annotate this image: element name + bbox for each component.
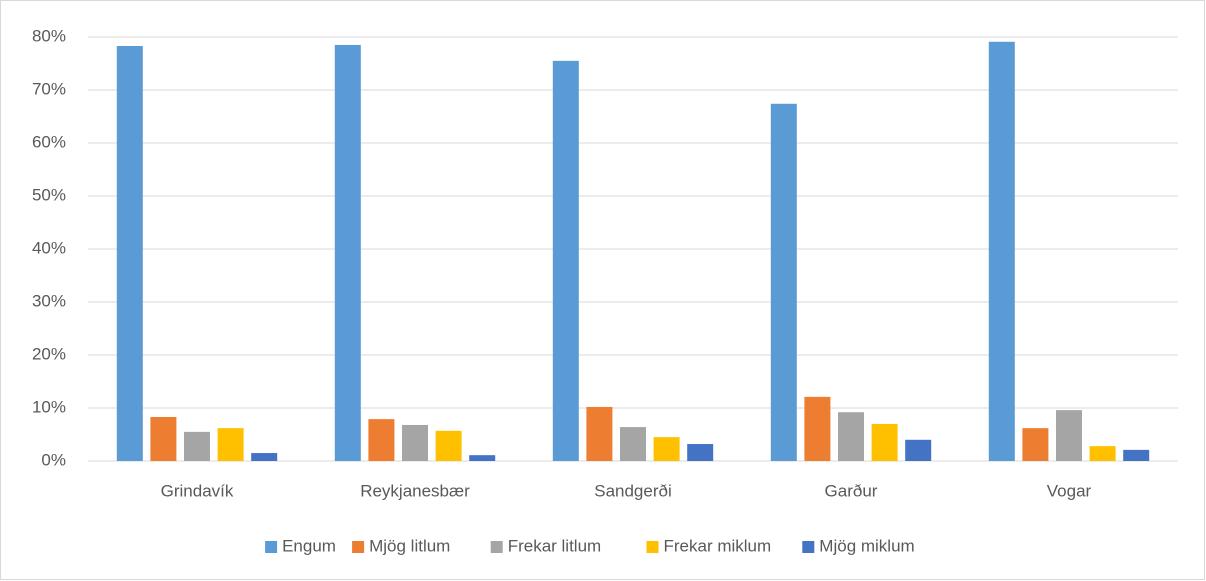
legend-label: Mjög miklum: [819, 536, 914, 555]
bar: [586, 406, 613, 461]
bar: [687, 444, 714, 461]
x-tick-label: Reykjanesbær: [360, 481, 470, 500]
y-tick-label: 60%: [32, 132, 66, 151]
legend-label: Frekar miklum: [664, 536, 772, 555]
bar: [402, 424, 428, 461]
bar: [620, 427, 646, 461]
bar: [988, 41, 1015, 462]
legend-swatch: [646, 541, 659, 553]
y-tick-label: 40%: [32, 238, 66, 257]
legend-label: Mjög litlum: [369, 536, 450, 555]
legend-swatch: [265, 541, 278, 553]
bar: [552, 60, 579, 461]
bar: [653, 437, 680, 461]
legend-swatch: [490, 541, 503, 553]
y-tick-label: 0%: [41, 450, 66, 469]
bar: [116, 46, 143, 461]
x-tick-label: Vogar: [1047, 481, 1092, 500]
bar: [150, 417, 177, 461]
legend-label: Frekar litlum: [508, 536, 602, 555]
y-tick-label: 20%: [32, 344, 66, 363]
bar: [1123, 449, 1150, 461]
x-tick-label: Sandgerði: [594, 481, 672, 500]
bar: [251, 453, 278, 461]
y-tick-label: 80%: [32, 26, 66, 45]
y-tick-label: 50%: [32, 185, 66, 204]
y-tick-label: 70%: [32, 79, 66, 98]
legend-swatch: [352, 541, 365, 553]
bar: [469, 455, 496, 461]
bar: [871, 423, 898, 461]
bar: [905, 439, 932, 461]
x-tick-label: Grindavík: [161, 481, 234, 500]
legend-swatch: [802, 541, 815, 553]
bar: [838, 412, 864, 461]
bar: [435, 430, 462, 461]
x-tick-label: Garður: [825, 481, 878, 500]
bar: [334, 44, 361, 461]
bar: [1056, 410, 1082, 461]
bar: [184, 431, 210, 461]
bar: [217, 428, 244, 461]
bar: [804, 396, 831, 461]
legend-label: Engum: [282, 536, 336, 555]
bar: [368, 419, 395, 461]
bar: [1089, 446, 1116, 461]
bar: [770, 103, 797, 461]
y-tick-label: 30%: [32, 291, 66, 310]
y-tick-label: 10%: [32, 397, 66, 416]
bar: [1022, 428, 1049, 461]
